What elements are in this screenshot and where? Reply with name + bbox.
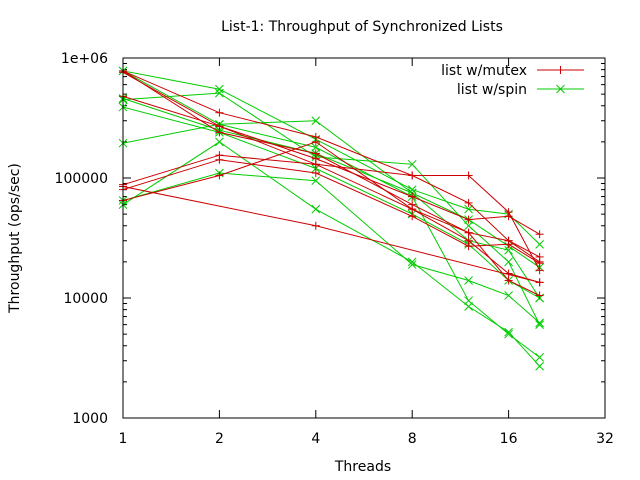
data-point [535, 318, 544, 328]
data-point [535, 266, 544, 275]
data-point [311, 160, 320, 169]
series-line [122, 71, 540, 283]
x-axis-label: Threads [334, 459, 391, 475]
legend-label: list w/mutex [441, 63, 527, 79]
data-point [215, 155, 224, 164]
y-tick-label: 100000 [55, 171, 108, 187]
data-point [535, 291, 544, 300]
plot-frame [122, 57, 606, 419]
data-point [535, 353, 544, 362]
data-point [504, 327, 513, 337]
x-tick-label: 32 [596, 431, 614, 447]
legend-label: list w/spin [457, 82, 527, 98]
data-point [407, 260, 417, 269]
data-point [535, 278, 544, 287]
data-point [311, 116, 321, 126]
data-point [504, 291, 513, 300]
data-point [407, 159, 417, 169]
data-point [464, 242, 473, 251]
data-point [215, 137, 224, 147]
x-tick-label: 1 [119, 431, 128, 447]
chart-title: List-1: Throughput of Synchronized Lists [221, 19, 503, 35]
data-point [504, 276, 513, 285]
data-point [408, 192, 417, 201]
data-point [215, 122, 224, 131]
data-point [311, 169, 320, 178]
legend: list w/mutex list w/spin [441, 63, 584, 98]
data-point [535, 361, 544, 371]
tick-labels: 1 2 4 8 16 32 1000 10000 100000 1e+06 [55, 51, 614, 447]
data-point [464, 204, 473, 214]
series-line [122, 154, 541, 271]
y-tick-label: 1e+06 [61, 51, 108, 67]
legend-marker [556, 66, 565, 74]
data-point [311, 176, 321, 186]
series-line [122, 106, 540, 299]
y-tick-label: 1000 [72, 411, 108, 427]
data-point [464, 198, 473, 207]
data-point [535, 320, 544, 329]
legend-marker [556, 84, 565, 94]
data-point [464, 302, 473, 311]
x-tick-label: 4 [311, 431, 320, 447]
x-tick-label: 16 [500, 431, 518, 447]
data-point [504, 329, 513, 339]
data-point [504, 240, 513, 249]
data-point [464, 215, 473, 224]
x-tick-label: 2 [215, 431, 224, 447]
data-point [408, 212, 417, 221]
data-point [408, 171, 417, 180]
data-point [535, 239, 544, 249]
data-point [407, 257, 417, 267]
data-point [311, 204, 321, 214]
series-line [122, 92, 541, 325]
data-point [311, 143, 321, 152]
data-point [504, 257, 513, 267]
data-point [464, 171, 473, 180]
data-point [215, 88, 224, 98]
data-point [215, 171, 224, 180]
series-line [122, 123, 540, 358]
data-point [464, 228, 473, 237]
y-axis-label: Throughput (ops/sec) [7, 163, 23, 314]
data-point [535, 259, 544, 268]
data-point [311, 137, 320, 146]
y-tick-label: 10000 [63, 291, 108, 307]
data-point [504, 208, 513, 217]
data-point [464, 276, 473, 285]
data-point [311, 221, 320, 230]
plot-area [118, 66, 544, 371]
data-point [464, 221, 473, 231]
data-point [535, 230, 544, 239]
x-tick-label: 8 [408, 431, 417, 447]
data-point [408, 205, 417, 214]
data-point [215, 84, 224, 94]
data-point [215, 108, 224, 117]
